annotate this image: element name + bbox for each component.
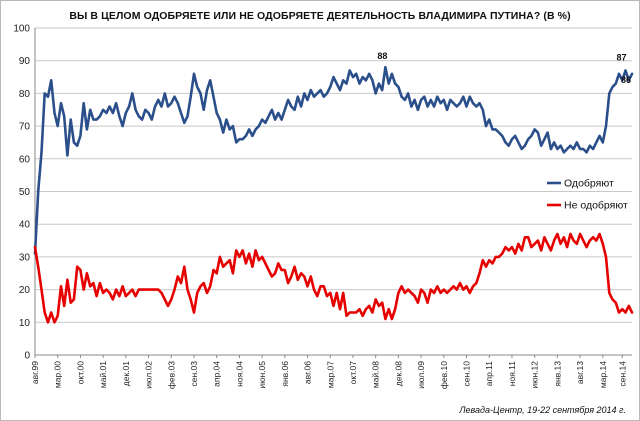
x-tick-label: фев.10 <box>439 361 449 389</box>
legend-label: Не одобряют <box>564 200 628 212</box>
x-tick-label: мар.00 <box>53 361 63 388</box>
data-annotation: 87 <box>617 53 627 63</box>
x-tick-label: дек.08 <box>393 361 403 386</box>
approve-series-line <box>33 65 634 255</box>
x-tick-label: авг.06 <box>303 361 313 384</box>
x-tick-label: июл.09 <box>416 361 426 389</box>
x-tick-label: июн.05 <box>257 361 267 389</box>
x-tick-label: июн.12 <box>530 361 540 389</box>
x-tick-label: окт.00 <box>75 361 85 385</box>
y-tick-label: 0 <box>24 351 30 362</box>
x-tick-label: июл.02 <box>144 361 154 389</box>
data-annotation: 86 <box>621 75 631 85</box>
x-tick-label: май.01 <box>98 361 108 388</box>
x-tick-label: май.08 <box>371 361 381 388</box>
x-tick-label: сен.14 <box>617 361 627 387</box>
y-tick-label: 40 <box>19 220 31 231</box>
y-tick-label: 50 <box>19 187 31 198</box>
x-tick-label: окт.07 <box>348 361 358 385</box>
legend-label: Одобряют <box>564 178 614 190</box>
x-tick-label: авг.13 <box>575 361 585 384</box>
x-tick-label: фев.03 <box>166 361 176 389</box>
tick-labels: 0 10 20 30 40 50 60 70 80 90 100 авг.99 мар.00 окт.00… <box>13 24 627 390</box>
y-tick-label: 10 <box>19 318 31 329</box>
y-tick-label: 70 <box>19 122 31 133</box>
data-annotation: 88 <box>377 51 387 61</box>
x-tick-label: янв.13 <box>552 361 562 387</box>
x-tick-label: апр.04 <box>212 361 222 387</box>
y-tick-label: 90 <box>19 56 31 67</box>
x-tick-label: янв.06 <box>280 361 290 387</box>
series-lines <box>33 65 634 324</box>
x-tick-label: ноя.11 <box>507 361 517 386</box>
x-tick-label: авг.99 <box>30 361 40 384</box>
y-tick-label: 20 <box>19 285 31 296</box>
x-tick-label: сен.03 <box>189 361 199 387</box>
chart-title: ВЫ В ЦЕЛОМ ОДОБРЯЕТЕ ИЛИ НЕ ОДОБРЯЕТЕ ДЕ… <box>69 10 571 22</box>
x-tick-label: сен.10 <box>462 361 472 387</box>
legend: Одобряют Не одобряют <box>547 178 628 212</box>
x-tick-label: апр.11 <box>484 361 494 387</box>
grid <box>34 27 632 358</box>
x-tick-label: мар.07 <box>325 361 335 388</box>
source-note: Левада-Центр, 19-22 сентября 2014 г. <box>459 405 626 415</box>
y-tick-label: 80 <box>19 89 31 100</box>
x-tick-label: ноя.04 <box>234 361 244 387</box>
y-tick-label: 60 <box>19 154 31 165</box>
y-tick-label: 30 <box>19 252 31 263</box>
x-tick-label: мар.14 <box>598 361 608 388</box>
disapprove-series-line <box>33 232 634 324</box>
data-annotations: 88 87 86 <box>377 51 631 85</box>
x-tick-label: дек.01 <box>121 361 131 386</box>
y-tick-label: 100 <box>13 24 30 35</box>
